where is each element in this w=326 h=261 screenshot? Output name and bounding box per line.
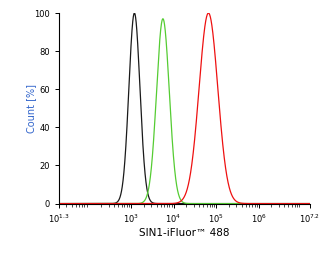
X-axis label: SIN1-iFluor™ 488: SIN1-iFluor™ 488 <box>139 228 230 238</box>
Y-axis label: Count [%]: Count [%] <box>26 84 36 133</box>
